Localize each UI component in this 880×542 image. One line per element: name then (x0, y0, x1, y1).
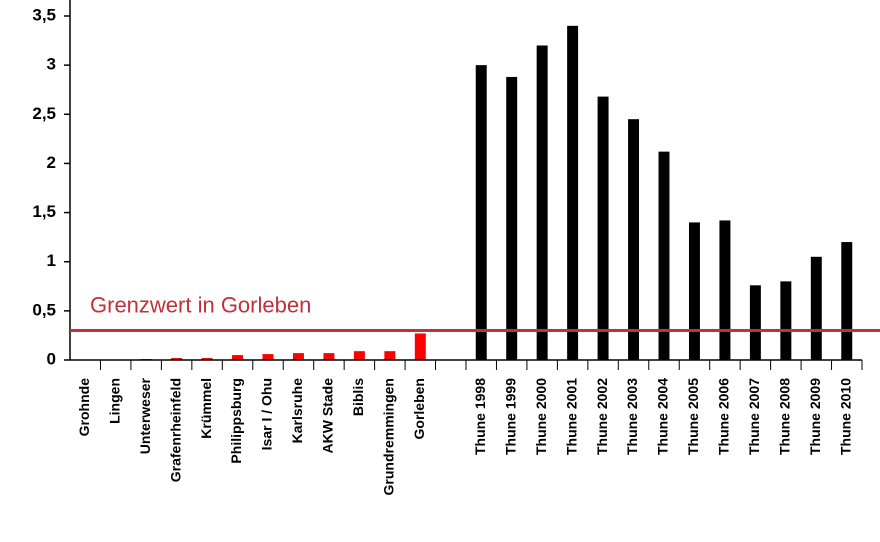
x-tick-label: Thune 2009 (807, 378, 823, 455)
bar (384, 351, 396, 360)
bar (171, 358, 183, 360)
y-tick-label: 2,5 (32, 104, 56, 123)
bar (719, 220, 731, 360)
bar (262, 354, 274, 360)
bar (536, 45, 548, 360)
x-tick-label: Thune 2008 (777, 378, 793, 455)
bar (475, 65, 487, 361)
bar (810, 256, 822, 360)
x-tick-label: Thune 2006 (716, 378, 732, 455)
x-tick-label: Thune 1998 (472, 378, 488, 455)
x-tick-label: Thune 2000 (533, 378, 549, 455)
x-tick-label: AKW Stade (320, 378, 336, 454)
bar (201, 358, 213, 360)
bar (597, 96, 609, 360)
bar (292, 353, 304, 360)
x-tick-label: Gorleben (411, 378, 427, 439)
x-tick-label: Unterweser (137, 377, 153, 454)
x-tick-label: Krümmel (198, 378, 214, 439)
x-tick-label: Karlsruhe (289, 378, 305, 444)
y-tick-label: 0,5 (32, 300, 56, 319)
x-tick-label: Thune 2001 (563, 378, 579, 455)
y-tick-label: 3 (47, 55, 56, 74)
bar (353, 351, 365, 360)
x-tick-label: Thune 2004 (655, 378, 671, 455)
x-tick-label: Thune 2005 (685, 378, 701, 455)
reference-label: Grenzwert in Gorleben (90, 292, 311, 317)
x-tick-label: Biblis (350, 378, 366, 416)
y-tick-label: 3,5 (32, 5, 56, 24)
bar (780, 281, 792, 360)
x-tick-label: Grundremmingen (381, 378, 397, 495)
x-tick-label: Grafenrheinfeld (167, 378, 183, 482)
y-tick-label: 1 (47, 251, 56, 270)
x-tick-label: Philippsburg (228, 378, 244, 464)
bar (506, 76, 518, 361)
x-tick-label: Thune 2003 (624, 378, 640, 455)
x-tick-label: Grohnde (76, 378, 92, 437)
bar (749, 285, 761, 360)
y-tick-label: 0 (47, 349, 56, 368)
bar (628, 119, 640, 360)
bar (688, 222, 700, 360)
bar (232, 355, 244, 360)
bar (414, 333, 426, 360)
x-tick-label: Thune 1999 (502, 378, 518, 455)
x-tick-label: Thune 2007 (746, 378, 762, 455)
bar (567, 25, 579, 360)
x-tick-label: Isar I / Ohu (259, 378, 275, 450)
x-tick-label: Thune 2002 (594, 378, 610, 455)
x-tick-label: Thune 2010 (837, 378, 853, 455)
y-tick-label: 1,5 (32, 202, 56, 221)
bar (323, 353, 335, 360)
bar (841, 242, 853, 360)
x-tick-label: Lingen (106, 378, 122, 424)
y-tick-label: 2 (47, 153, 56, 172)
bar (658, 151, 670, 360)
